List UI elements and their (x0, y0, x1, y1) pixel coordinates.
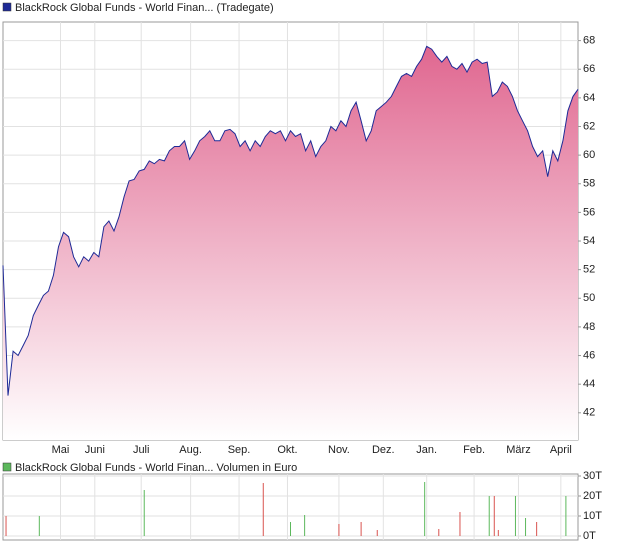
legend-label: BlackRock Global Funds - World Finan... … (15, 2, 274, 14)
x-tick-label: Okt. (277, 444, 297, 456)
legend-swatch (2, 462, 12, 472)
y-tick-label: 44 (583, 378, 595, 390)
y-tick-label: 66 (583, 63, 595, 75)
y-tick-label: 0T (583, 530, 596, 542)
y-tick-label: 56 (583, 206, 595, 218)
y-tick-label: 42 (583, 407, 595, 419)
line (2, 45, 579, 396)
y-tick-label: 52 (583, 264, 595, 276)
x-tick-label: April (550, 444, 572, 456)
y-tick-label: 68 (583, 35, 595, 47)
x-tick-label: Mai (52, 444, 70, 456)
chart-title: BlackRock Global Funds - World Finan... … (15, 462, 297, 474)
y-tick-label: 46 (583, 349, 595, 361)
x-tick-label: Juli (133, 444, 150, 456)
plot-frame (2, 473, 579, 541)
x-tick-label: Aug. (179, 444, 202, 456)
x-tick-label: Nov. (328, 444, 350, 456)
y-tick-label: 50 (583, 292, 595, 304)
y-tick-label: 62 (583, 120, 595, 132)
y-tick-label: 54 (583, 235, 595, 247)
x-tick-label: Feb. (463, 444, 485, 456)
y-tick-label: 20T (583, 490, 602, 502)
x-tick-label: Dez. (372, 444, 395, 456)
y-tick-label: 10T (583, 510, 602, 522)
y-tick-label: 58 (583, 178, 595, 190)
x-tick-label: März (506, 444, 530, 456)
y-tick-label: 30T (583, 470, 602, 482)
y-tick-label: 64 (583, 92, 595, 104)
x-tick-label: Juni (85, 444, 105, 456)
x-tick-label: Sep. (228, 444, 251, 456)
y-tick-label: 48 (583, 321, 595, 333)
y-tick-label: 60 (583, 149, 595, 161)
area (3, 46, 578, 441)
x-tick-label: Jan. (416, 444, 437, 456)
legend-swatch (2, 2, 12, 12)
